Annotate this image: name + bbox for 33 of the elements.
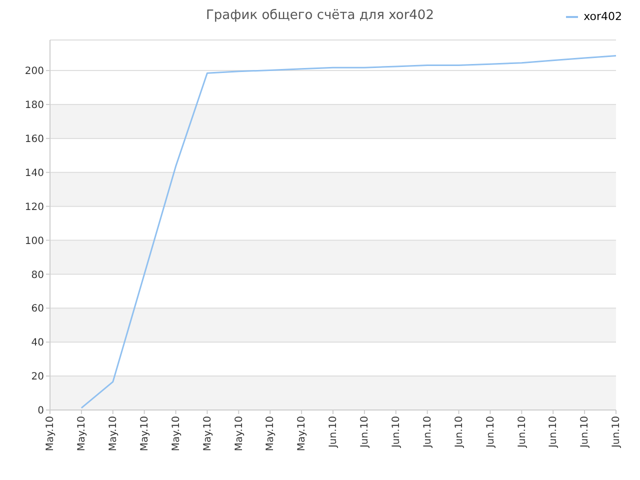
x-tick-label: Jun.10 <box>454 416 465 449</box>
x-tick-label: Jun.10 <box>548 416 560 449</box>
x-tick-label: May.10 <box>45 416 56 452</box>
y-tick-label: 0 <box>38 406 44 417</box>
x-tick-label: Jun.10 <box>580 416 591 449</box>
y-tick-label: 200 <box>24 66 44 78</box>
y-tick-label: 120 <box>24 202 44 213</box>
x-tick-label: May.10 <box>234 416 245 452</box>
x-tick-label: Jun.10 <box>422 416 434 449</box>
chart-title: График общего счёта для xor402 <box>206 8 434 23</box>
y-tick-label: 40 <box>31 338 44 349</box>
y-tick-label: 80 <box>31 270 44 281</box>
x-tick-label: May.10 <box>76 416 88 452</box>
x-tick-label: Jun.10 <box>485 416 496 449</box>
x-tick-label: Jun.10 <box>360 416 371 449</box>
x-tick-label: May.10 <box>296 416 308 452</box>
y-tick-label: 140 <box>24 168 44 179</box>
y-tick-label: 100 <box>24 236 44 247</box>
y-tick-label: 160 <box>24 134 44 145</box>
x-tick-label: Jun.10 <box>328 416 340 449</box>
x-tick-label: May.10 <box>108 416 119 452</box>
x-tick-label: Jun.10 <box>516 416 528 449</box>
y-tick-label: 60 <box>31 304 44 315</box>
x-tick-label: May.10 <box>202 416 214 452</box>
y-tick-label: 20 <box>31 372 44 383</box>
x-tick-label: Jun.10 <box>611 416 622 449</box>
x-tick-label: May.10 <box>139 416 150 452</box>
line-series <box>80 55 616 409</box>
y-tick-label: 180 <box>24 100 44 112</box>
x-tick-label: May.10 <box>265 416 276 452</box>
x-tick-label: Jun.10 <box>390 416 402 449</box>
x-tick-label: May.10 <box>170 416 182 452</box>
legend-label: xor402 <box>584 10 622 23</box>
